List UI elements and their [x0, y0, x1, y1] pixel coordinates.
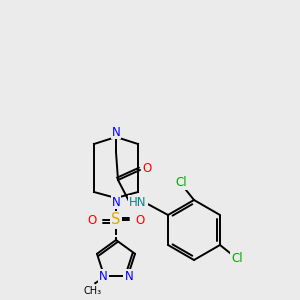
- Text: S: S: [111, 212, 121, 227]
- Text: N: N: [112, 125, 120, 139]
- Text: O: O: [87, 214, 97, 226]
- Text: O: O: [142, 163, 152, 176]
- Text: N: N: [124, 270, 133, 283]
- Text: HN: HN: [129, 196, 147, 208]
- Text: N: N: [99, 270, 108, 283]
- Text: N: N: [112, 196, 120, 208]
- Text: CH₃: CH₃: [83, 286, 101, 296]
- Text: Cl: Cl: [231, 251, 243, 265]
- Text: Cl: Cl: [175, 176, 187, 190]
- Text: O: O: [135, 214, 145, 226]
